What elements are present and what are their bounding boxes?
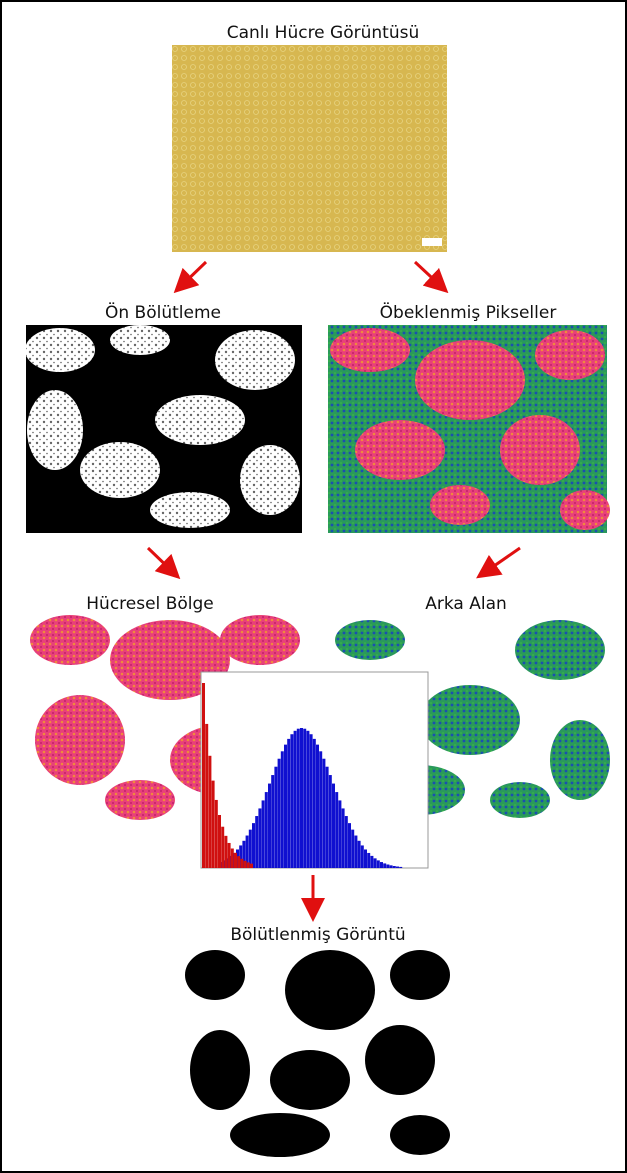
histogram-bar xyxy=(244,861,247,868)
page: {"source": {"label": "Canlı Hücre Görünt… xyxy=(0,0,627,1173)
histogram-bar xyxy=(377,860,380,868)
histogram-bar xyxy=(338,800,341,868)
arrow xyxy=(415,262,444,289)
histogram-bar xyxy=(237,856,240,868)
arrow xyxy=(148,548,176,575)
stage2-label: Arka Alan xyxy=(425,594,507,614)
histogram-bar xyxy=(348,823,351,868)
histogram-bar xyxy=(319,751,322,868)
histogram-image xyxy=(201,672,428,868)
histogram-bar xyxy=(316,745,319,868)
histogram-bar xyxy=(351,830,354,868)
arrow xyxy=(481,548,520,575)
histogram-bar xyxy=(310,734,313,868)
histogram-bar xyxy=(393,866,396,868)
histogram-bar xyxy=(212,781,215,868)
histogram-bar xyxy=(228,843,231,868)
histogram-bar xyxy=(218,815,221,868)
histogram-bar xyxy=(281,751,284,868)
histogram-bar xyxy=(284,745,287,868)
histogram-bar xyxy=(367,853,370,868)
histogram-bar xyxy=(335,792,338,868)
histogram-bar xyxy=(329,775,332,868)
histogram-bar xyxy=(374,858,377,868)
diagram: Canlı Hücre Görüntüsü Ön Bölütleme Öbekl… xyxy=(0,0,627,1173)
histogram-bar xyxy=(358,841,361,868)
clustered-pixels-image xyxy=(328,325,610,533)
histogram-bar xyxy=(380,862,383,868)
histogram-bar xyxy=(250,864,253,868)
histogram-bar xyxy=(326,767,329,868)
histogram-bar xyxy=(202,683,205,868)
source-image xyxy=(172,45,447,252)
histogram-bar xyxy=(224,836,227,868)
histogram-bar xyxy=(290,734,293,868)
histogram-bar xyxy=(386,864,389,868)
histogram-bar xyxy=(221,827,224,868)
histogram-bar xyxy=(364,849,367,868)
histogram-bar xyxy=(322,759,325,868)
histogram-bar xyxy=(231,849,234,868)
stage1-label: Öbeklenmiş Pikseller xyxy=(380,301,557,323)
pre-segmentation-image xyxy=(25,325,302,533)
histogram-bar xyxy=(294,731,297,868)
histogram-bar xyxy=(361,845,364,868)
histogram-bar xyxy=(215,800,218,868)
stage2-label: Hücresel Bölge xyxy=(86,594,213,614)
histogram-bar xyxy=(345,816,348,868)
histogram-bar xyxy=(252,823,255,868)
histogram-bar xyxy=(354,836,357,868)
histogram-bar xyxy=(313,739,316,868)
histogram-bar xyxy=(390,865,393,868)
histogram-bar xyxy=(262,800,265,868)
histogram-bar xyxy=(342,808,345,868)
histogram-bar xyxy=(300,728,303,868)
histogram-bar xyxy=(287,739,290,868)
histogram-bar xyxy=(240,859,243,868)
stage1-label: Ön Bölütleme xyxy=(105,301,221,323)
histogram-bar xyxy=(249,830,252,868)
histogram-bar xyxy=(208,756,211,868)
histogram-bar xyxy=(306,731,309,868)
histogram-bar xyxy=(205,724,208,868)
result-label: Bölütlenmiş Görüntü xyxy=(230,925,405,945)
histogram-bar xyxy=(303,729,306,868)
histogram-bar xyxy=(396,867,399,868)
histogram-bar xyxy=(278,759,281,868)
source-label: Canlı Hücre Görüntüsü xyxy=(227,23,419,43)
histogram-bar xyxy=(247,862,250,868)
histogram-bar xyxy=(258,808,261,868)
histogram-bar xyxy=(370,856,373,868)
histogram-bar xyxy=(255,816,258,868)
histogram-bar xyxy=(383,863,386,868)
histogram-bar xyxy=(399,867,402,868)
histogram-bar xyxy=(332,784,335,868)
histogram-bar xyxy=(234,853,237,868)
histogram-bar xyxy=(265,792,268,868)
histogram-bar xyxy=(297,729,300,868)
segmented-image xyxy=(180,946,455,1157)
arrow xyxy=(178,262,206,289)
histogram-bar xyxy=(268,784,271,868)
histogram-bar xyxy=(274,767,277,868)
histogram-bar xyxy=(271,775,274,868)
